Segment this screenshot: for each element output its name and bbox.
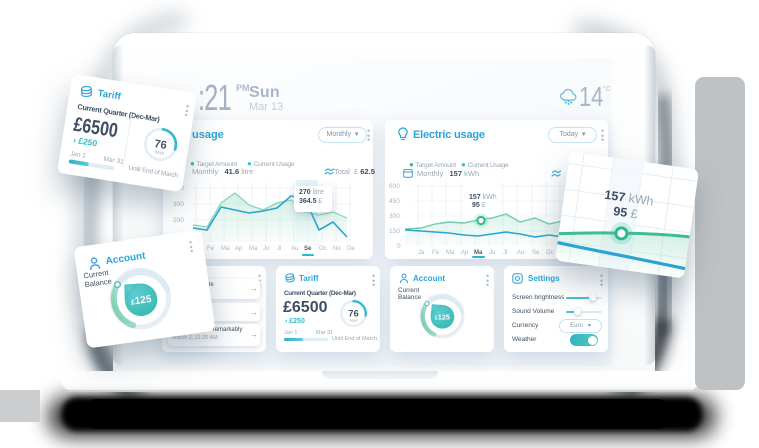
svg-text:76: 76: [153, 138, 167, 152]
svg-text:Ap: Ap: [461, 250, 469, 256]
svg-text:Se: Se: [532, 250, 540, 256]
svg-text:Au: Au: [291, 246, 298, 252]
svg-text:£125: £125: [435, 312, 450, 321]
svg-text:Au: Au: [517, 250, 524, 256]
svg-text:Fe: Fe: [207, 246, 215, 252]
svg-text:300: 300: [389, 213, 400, 220]
svg-text:Jl: Jl: [503, 250, 507, 256]
svg-text:Ma: Ma: [221, 246, 230, 252]
svg-text:£125: £125: [130, 294, 152, 308]
svg-text:No: No: [333, 246, 341, 252]
svg-text:Ja: Ja: [418, 250, 425, 256]
svg-text:Ma: Ma: [446, 250, 455, 256]
svg-text:Jl: Jl: [277, 246, 281, 252]
svg-text:days: days: [154, 149, 165, 156]
svg-text:450: 450: [389, 198, 400, 205]
svg-text:De: De: [347, 246, 355, 252]
svg-text:300: 300: [173, 201, 184, 208]
svg-text:Ma: Ma: [474, 250, 483, 256]
svg-text:Ma: Ma: [249, 246, 258, 252]
svg-text:76: 76: [348, 307, 358, 318]
svg-text:200: 200: [173, 217, 184, 224]
svg-text:Ju: Ju: [489, 250, 495, 256]
svg-text:150: 150: [389, 228, 400, 235]
svg-text:Oc: Oc: [319, 246, 327, 252]
svg-text:Fe: Fe: [432, 250, 440, 256]
svg-text:Ju: Ju: [263, 246, 269, 252]
svg-text:0: 0: [397, 243, 401, 250]
svg-text:Ap: Ap: [235, 246, 243, 252]
svg-text:600: 600: [389, 183, 400, 190]
svg-text:Se: Se: [304, 246, 312, 252]
svg-text:Oc: Oc: [546, 250, 554, 256]
svg-text:days: days: [349, 317, 357, 322]
